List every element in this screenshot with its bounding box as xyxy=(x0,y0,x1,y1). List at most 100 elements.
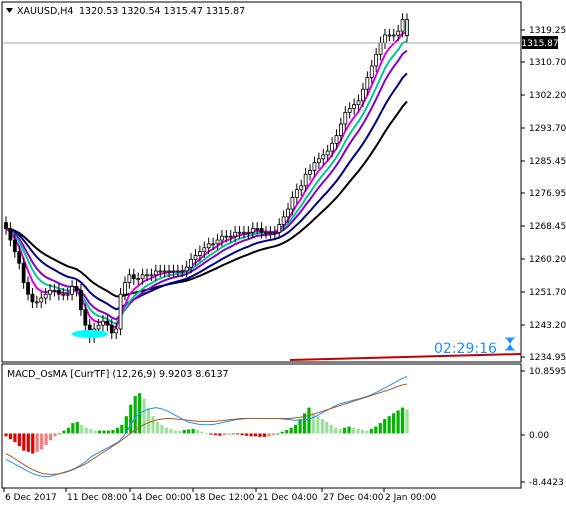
candle-body xyxy=(308,169,312,175)
candle-body xyxy=(264,231,268,234)
time-tick-label: 18 Dec 12:00 xyxy=(194,493,255,503)
candle-body xyxy=(136,278,141,281)
time-tick-label: 6 Dec 2017 xyxy=(5,493,57,503)
candle-body xyxy=(8,228,13,241)
price-tick: 1260.20 xyxy=(521,255,566,265)
candle xyxy=(140,268,145,285)
candle xyxy=(330,137,334,158)
candle-body xyxy=(162,270,167,273)
candle xyxy=(299,179,304,196)
price-tick: 1268.45 xyxy=(521,222,566,232)
price-tick-label: 1268.45 xyxy=(529,222,566,232)
time-axis[interactable]: 6 Dec 2017 11 Dec 08:00 14 Dec 00:00 18 … xyxy=(3,488,437,503)
price-tick: 1302.20 xyxy=(521,91,566,101)
price-axis[interactable]: 1319.25 1310.70 1302.20 1293.70 1285.45 … xyxy=(521,26,566,363)
osma-bar xyxy=(231,433,235,435)
candle-body xyxy=(17,251,22,264)
candle-body xyxy=(378,42,383,55)
osma-bar xyxy=(236,433,240,435)
price-tick: 1234.95 xyxy=(521,353,566,363)
candle-body xyxy=(343,111,348,125)
candle xyxy=(325,144,330,162)
osma-bar xyxy=(44,433,48,445)
swing-low-highlight xyxy=(72,330,108,338)
candle xyxy=(127,268,132,289)
candle xyxy=(193,249,198,266)
candle-body xyxy=(140,274,145,280)
candle xyxy=(396,24,401,42)
current-price-badge xyxy=(522,36,558,49)
candles-layer xyxy=(4,13,409,343)
candle-body xyxy=(246,231,251,234)
price-tick-label: 1302.20 xyxy=(529,91,566,101)
candle-body xyxy=(356,100,361,106)
candle xyxy=(145,268,149,282)
osma-bar xyxy=(218,433,222,436)
osma-bar xyxy=(111,429,115,434)
candle xyxy=(105,315,110,332)
bar-countdown-timer: 02:29:16 xyxy=(434,341,497,357)
candle xyxy=(286,202,290,224)
candle-body xyxy=(4,222,8,229)
symbol-header[interactable]: XAUUSD,H4 1320.53 1320.54 1315.47 1315.8… xyxy=(6,6,245,17)
candle-body xyxy=(149,274,154,277)
candle xyxy=(233,226,238,243)
candle xyxy=(70,280,74,301)
candle xyxy=(352,98,357,115)
candle-body xyxy=(250,228,255,233)
osma-bar xyxy=(307,407,311,434)
osma-bar xyxy=(93,430,97,434)
candle xyxy=(74,280,79,297)
candle-body xyxy=(228,235,233,238)
candle xyxy=(101,315,105,332)
candle xyxy=(8,222,13,247)
osma-bar xyxy=(378,423,382,434)
indicator-axis[interactable]: 10.8595 0.00 -8.4423 xyxy=(521,367,566,488)
indicator-pane[interactable] xyxy=(1,363,522,489)
osma-bar xyxy=(369,428,373,434)
osma-histogram-layer xyxy=(4,393,409,454)
candle xyxy=(312,156,317,177)
candle xyxy=(26,276,30,301)
osma-bar xyxy=(71,423,75,434)
candle-body xyxy=(70,286,74,295)
candle xyxy=(202,241,207,258)
price-tick: 1251.70 xyxy=(521,288,566,298)
candle-body xyxy=(167,270,171,273)
candle-body xyxy=(242,231,246,234)
osma-bar xyxy=(169,428,173,434)
candle xyxy=(158,264,163,278)
candle xyxy=(109,318,114,340)
osma-bar xyxy=(146,407,151,434)
candle xyxy=(347,102,352,119)
time-tick-label: 21 Dec 04:00 xyxy=(257,493,318,503)
candle-body xyxy=(123,282,127,295)
dropdown-arrow-icon[interactable] xyxy=(6,8,13,13)
osma-bar xyxy=(84,427,88,434)
osma-bar xyxy=(151,416,155,434)
osma-bar xyxy=(97,430,102,434)
candle xyxy=(343,106,348,131)
candle xyxy=(316,152,321,169)
osma-bar xyxy=(129,404,133,434)
candle-body xyxy=(206,243,211,249)
osma-bar xyxy=(62,430,66,434)
osma-bar xyxy=(387,416,391,434)
osma-bar xyxy=(316,416,320,434)
candle-body xyxy=(184,266,189,272)
price-tick-label: 1293.70 xyxy=(529,124,566,134)
candle xyxy=(290,191,295,216)
candle xyxy=(17,245,22,270)
candle xyxy=(162,264,167,278)
candle-body xyxy=(180,270,185,273)
candle-body xyxy=(290,197,295,210)
candle-body xyxy=(131,274,136,280)
candle xyxy=(167,264,171,278)
osma-bar xyxy=(26,433,30,452)
candle-body xyxy=(30,293,35,303)
candle-body xyxy=(334,135,339,144)
osma-bar xyxy=(209,433,213,435)
osma-bar xyxy=(365,430,369,434)
